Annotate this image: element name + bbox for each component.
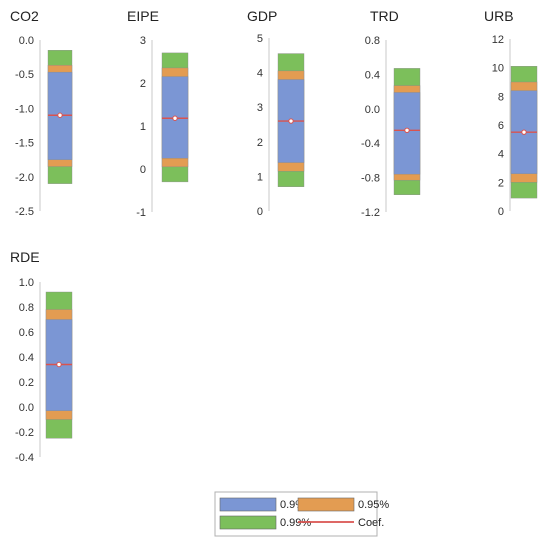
legend-label-99: 0.99%: [280, 517, 311, 529]
panel-rde: RDE 1.0 0.8 0.6 0.4 0.2 0.0 -0.2 -0.4: [10, 249, 73, 464]
y-tick-label: 0.2: [19, 377, 34, 389]
y-tick-label: 0.8: [19, 302, 34, 314]
y-tick-label: -2.0: [15, 172, 34, 184]
panel-gdp: GDP 5 4 3 2 1 0: [247, 8, 305, 218]
y-tick-label: 0.0: [19, 35, 34, 47]
y-tick-label: 2: [257, 137, 263, 149]
y-tick-label: -0.4: [15, 452, 34, 464]
y-tick-label: 6: [498, 120, 504, 132]
y-tick-label: 0.6: [19, 327, 34, 339]
y-tick-label: 8: [498, 91, 504, 103]
coef-marker: [56, 361, 62, 368]
coef-marker: [57, 112, 63, 118]
y-tick-label: 1: [257, 171, 263, 183]
panel-title: RDE: [10, 249, 40, 265]
y-tick-label: -1.0: [15, 103, 34, 115]
y-tick-label: 0: [257, 206, 263, 218]
y-tick-label: 0.0: [365, 104, 380, 116]
y-tick-label: 2: [498, 177, 504, 189]
y-tick-label: 3: [140, 35, 146, 47]
y-tick-label: 0.4: [19, 352, 34, 364]
y-tick-label: 12: [492, 34, 504, 46]
coef-marker: [172, 115, 178, 121]
y-tick-label: 0.0: [19, 402, 34, 414]
y-tick-label: -1.5: [15, 138, 34, 150]
y-tick-label: -0.2: [15, 427, 34, 439]
y-tick-label: -0.8: [361, 173, 380, 185]
y-tick-label: -2.5: [15, 206, 34, 218]
y-tick-label: 5: [257, 33, 263, 45]
panels: CO20.0-0.5-1.0-1.5-2.0-2.5EIPE3210-1GDP5…: [10, 8, 538, 464]
panel-trd: TRD 0.8 0.4 0.0 -0.4 -0.8 -1.2: [361, 8, 421, 219]
panel-title: CO2: [10, 8, 39, 24]
y-tick-label: 0.8: [365, 35, 380, 47]
panel-title: EIPE: [127, 8, 159, 24]
coef-marker: [521, 129, 527, 135]
y-tick-label: 4: [257, 68, 263, 80]
legend-label-95: 0.95%: [358, 499, 389, 511]
coef-marker: [404, 127, 410, 134]
y-tick-label: 0: [498, 206, 504, 218]
legend: 0.9% 0.95% 0.99% Coef.: [214, 491, 389, 537]
y-tick-label: 0.4: [365, 69, 380, 81]
panel-eipe: EIPE 3 2 1 0 -1: [127, 8, 189, 219]
y-tick-label: -1.2: [361, 207, 380, 219]
y-tick-label: -0.4: [361, 138, 380, 150]
y-tick-label: 0: [140, 164, 146, 176]
legend-swatch-90: [219, 497, 277, 512]
y-tick-label: 4: [498, 149, 504, 161]
panel-co2: CO2 0.0 -0.5 -1.0 -1.5 -2.0 -2.5: [10, 8, 73, 218]
y-tick-label: 1: [140, 121, 146, 133]
legend-label-coef: Coef.: [358, 517, 384, 529]
panel-title: URB: [484, 8, 514, 24]
coef-marker: [288, 118, 294, 124]
panel-title: TRD: [370, 8, 399, 24]
panel-title: GDP: [247, 8, 277, 24]
band-90-bar: [393, 92, 421, 175]
y-tick-label: 10: [492, 63, 504, 75]
y-tick-label: 3: [257, 102, 263, 114]
legend-swatch-99: [219, 515, 277, 530]
y-tick-label: -1: [136, 207, 146, 219]
legend-swatch-95: [297, 497, 355, 512]
y-tick-label: -0.5: [15, 69, 34, 81]
y-tick-label: 2: [140, 78, 146, 90]
y-tick-label: 1.0: [19, 277, 34, 289]
panel-urb: URB 12 10 8 6 4 2 0: [484, 8, 538, 218]
